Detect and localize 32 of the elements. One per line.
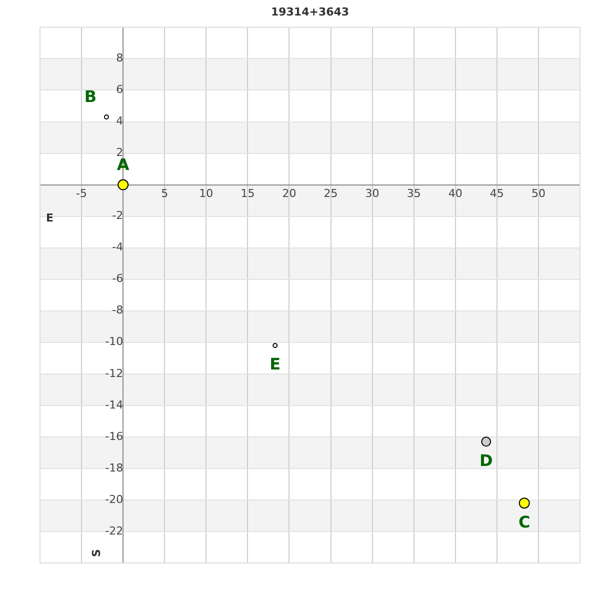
y-tick-label: -16	[105, 430, 124, 443]
x-tick-label: 50	[531, 187, 546, 200]
y-tick-label: -8	[112, 304, 124, 317]
x-tick-label: -5	[76, 187, 88, 200]
x-tick-label: 40	[448, 187, 462, 200]
x-tick-label: 10	[199, 187, 214, 200]
x-tick-label: 15	[240, 187, 255, 200]
x-axis-title: E	[46, 212, 54, 225]
annotation: E	[270, 354, 281, 374]
y-tick-label: 8	[116, 52, 124, 65]
y-tick-label: -4	[112, 240, 124, 254]
y-tick-label: -12	[105, 366, 124, 380]
y-tick-label: -18	[105, 461, 124, 474]
y-tick-label: 4	[116, 114, 124, 128]
y-tick-label: -6	[112, 272, 124, 286]
y-axis-title: S	[90, 548, 103, 557]
x-tick-label: 25	[324, 187, 338, 200]
annotation: D	[479, 450, 493, 470]
annotation: B	[84, 87, 97, 106]
x-tick-label: 5	[161, 187, 168, 200]
y-tick-label: -14	[105, 398, 124, 412]
y-tick-label: 6	[116, 83, 124, 96]
x-tick-label: 45	[490, 187, 504, 200]
y-tick-label: -22	[105, 524, 124, 538]
x-tick-label: 35	[406, 187, 421, 200]
y-tick-label: -10	[105, 335, 124, 348]
annotation: C	[518, 512, 530, 532]
y-tick-label: -20	[105, 492, 124, 506]
y-tick-label: -2	[112, 209, 124, 222]
x-tick-label: 30	[365, 187, 380, 200]
x-tick-label: 20	[282, 187, 296, 200]
chart-title: 19314+3643	[270, 5, 350, 18]
